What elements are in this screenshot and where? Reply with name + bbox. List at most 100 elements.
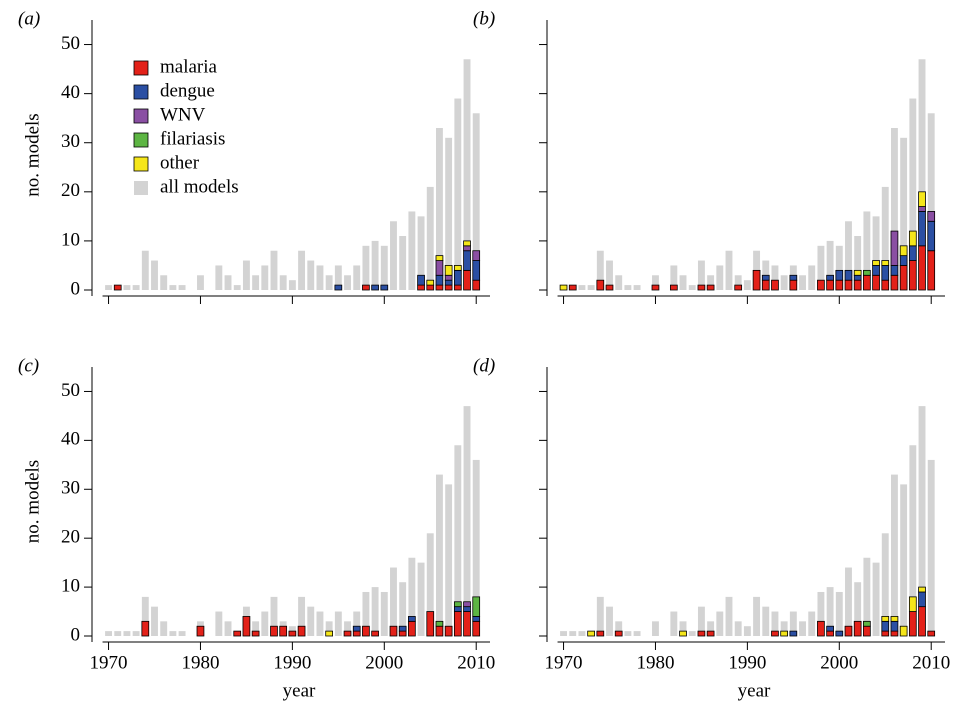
background-bar bbox=[169, 285, 177, 290]
bar-segment bbox=[279, 625, 288, 637]
bar-segment bbox=[325, 630, 333, 637]
bar-segment bbox=[614, 630, 623, 637]
background-bar bbox=[817, 245, 825, 290]
bar-segment bbox=[472, 616, 481, 622]
background-bar bbox=[780, 275, 788, 290]
bar-segment bbox=[463, 601, 471, 608]
bar-segment bbox=[817, 620, 825, 637]
bar-segment bbox=[853, 274, 862, 281]
bar-segment bbox=[890, 274, 899, 291]
background-bar bbox=[771, 265, 779, 290]
legend-swatch bbox=[133, 132, 149, 148]
bar-segment bbox=[789, 274, 798, 281]
background-bar bbox=[316, 611, 324, 636]
bar-segment bbox=[251, 630, 260, 637]
x-tick-label: 1990 bbox=[273, 652, 311, 673]
background-bar bbox=[435, 474, 443, 636]
bar-segment bbox=[927, 630, 936, 637]
bar-segment bbox=[463, 245, 471, 252]
background-bar bbox=[390, 221, 397, 290]
legend-label: malaria bbox=[160, 56, 218, 77]
panel-label: (b) bbox=[473, 8, 495, 29]
background-bar bbox=[799, 621, 806, 636]
background-bar bbox=[261, 611, 269, 636]
background-bar bbox=[362, 245, 370, 290]
background-bar bbox=[463, 406, 471, 636]
background-bar bbox=[344, 275, 351, 290]
bar-segment bbox=[706, 284, 715, 291]
y-tick-label: 30 bbox=[61, 478, 80, 499]
bar-segment bbox=[908, 611, 917, 637]
bar-segment bbox=[559, 284, 568, 291]
background-bar bbox=[160, 621, 168, 636]
bar-segment bbox=[463, 250, 471, 271]
bar-segment bbox=[853, 269, 862, 276]
bar-segment bbox=[826, 279, 834, 291]
legend-label: filariasis bbox=[160, 128, 225, 149]
background-bar bbox=[307, 260, 315, 290]
background-bar bbox=[688, 631, 696, 636]
background-bar bbox=[279, 275, 287, 290]
bar-segment bbox=[899, 625, 908, 637]
bar-segment bbox=[881, 265, 890, 281]
bar-segment bbox=[908, 260, 917, 291]
background-bar bbox=[463, 59, 471, 290]
background-bar bbox=[454, 445, 462, 636]
bar-segment bbox=[872, 265, 880, 276]
background-bar bbox=[863, 211, 871, 290]
background-bar bbox=[288, 280, 296, 290]
background-bar bbox=[918, 59, 926, 290]
bar-segment bbox=[918, 211, 926, 247]
bar-segment bbox=[761, 274, 770, 281]
background-bar bbox=[578, 631, 586, 636]
background-bar bbox=[633, 285, 641, 290]
background-bar bbox=[242, 260, 250, 290]
background-bar bbox=[344, 621, 351, 636]
background-bar bbox=[606, 260, 613, 290]
background-bar bbox=[371, 587, 379, 636]
bar-segment bbox=[734, 284, 743, 291]
y-tick-label: 20 bbox=[61, 180, 80, 201]
bar-segment bbox=[669, 284, 678, 291]
background-bar bbox=[362, 591, 370, 636]
background-bar bbox=[298, 250, 306, 290]
bar-segment bbox=[863, 274, 871, 291]
background-bar bbox=[596, 250, 604, 290]
bar-segment bbox=[352, 625, 361, 632]
bar-segment bbox=[444, 279, 453, 286]
background-bar bbox=[417, 562, 425, 636]
bar-segment bbox=[408, 620, 416, 637]
background-bar bbox=[105, 285, 112, 290]
background-bar bbox=[826, 240, 834, 290]
bar-segment bbox=[444, 274, 453, 281]
background-bar bbox=[615, 621, 623, 636]
legend-label: WNV bbox=[160, 104, 206, 125]
bar-segment bbox=[389, 625, 398, 637]
background-bar bbox=[633, 631, 641, 636]
background-bar bbox=[252, 275, 260, 290]
bar-segment bbox=[780, 630, 788, 637]
background-bar bbox=[224, 621, 232, 636]
bar-segment bbox=[141, 620, 150, 637]
background-bar bbox=[408, 557, 416, 636]
y-tick-label: 20 bbox=[61, 527, 80, 548]
y-tick-label: 10 bbox=[61, 229, 80, 250]
background-bar bbox=[105, 631, 112, 636]
background-bar bbox=[725, 250, 733, 290]
background-bar bbox=[114, 631, 122, 636]
background-bar bbox=[472, 113, 480, 290]
background-bar bbox=[224, 275, 232, 290]
background-bar bbox=[900, 137, 908, 290]
background-bar bbox=[670, 265, 678, 290]
background-bar bbox=[854, 582, 862, 636]
background-bar bbox=[141, 596, 149, 636]
background-bar bbox=[178, 631, 186, 636]
x-axis-label: year bbox=[738, 680, 771, 701]
background-bar bbox=[734, 275, 742, 290]
background-bar bbox=[399, 236, 407, 290]
bar-segment bbox=[835, 279, 844, 291]
bar-segment bbox=[297, 625, 306, 637]
bar-segment bbox=[417, 284, 425, 291]
bar-segment bbox=[453, 606, 462, 612]
bar-segment bbox=[242, 616, 251, 637]
